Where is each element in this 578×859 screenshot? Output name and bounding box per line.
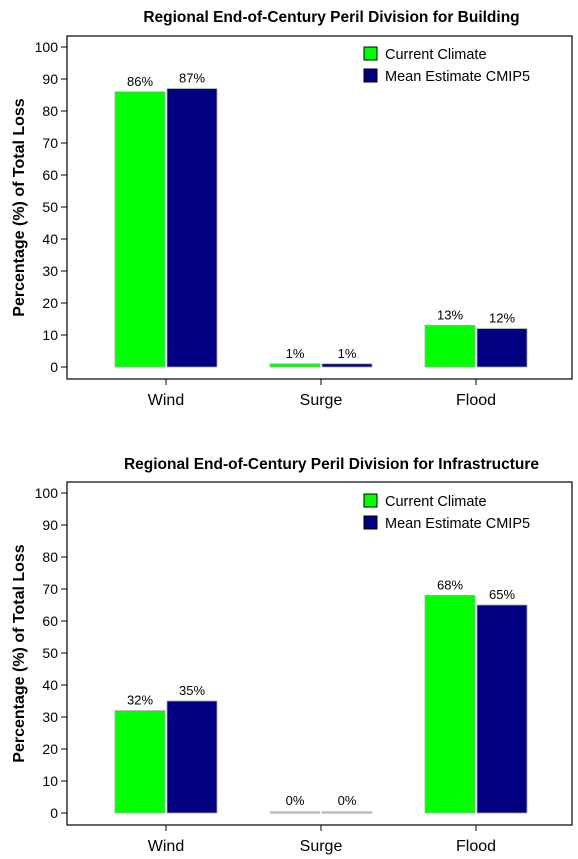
bar-wind-series-1 [114, 91, 166, 368]
bar-flood-series-2 [476, 604, 528, 814]
y-tick-label: 100 [35, 485, 59, 501]
bar-flood-series-2 [476, 328, 528, 368]
data-label: 65% [489, 587, 515, 602]
y-tick-label: 90 [42, 71, 58, 87]
bar-flood-series-1 [424, 595, 476, 814]
y-axis-label: Percentage (%) of Total Loss [11, 544, 28, 763]
data-label: 32% [127, 693, 153, 708]
y-axis-label: Percentage (%) of Total Loss [11, 98, 28, 317]
data-label: 12% [489, 311, 515, 326]
y-tick-label: 20 [42, 741, 58, 757]
bar-flood-series-1 [424, 324, 476, 368]
data-label: 0% [286, 793, 305, 808]
category-label-flood: Flood [456, 392, 496, 409]
data-label: 35% [179, 683, 205, 698]
bar-wind-series-2 [166, 88, 218, 368]
y-tick-label: 20 [42, 295, 58, 311]
data-label: 13% [437, 307, 463, 322]
y-tick-label: 80 [42, 103, 58, 119]
y-tick-label: 30 [42, 709, 58, 725]
y-tick-label: 70 [42, 581, 58, 597]
y-tick-label: 90 [42, 517, 58, 533]
category-label-surge: Surge [300, 838, 343, 855]
y-tick-label: 50 [42, 645, 58, 661]
data-label: 86% [127, 74, 153, 89]
legend-label-2: Mean Estimate CMIP5 [385, 516, 530, 532]
data-label: 1% [338, 346, 357, 361]
bar-wind-series-1 [114, 710, 166, 814]
legend-label-1: Current Climate [385, 47, 487, 63]
legend-swatch-1 [363, 493, 378, 508]
legend-label-2: Mean Estimate CMIP5 [385, 69, 530, 85]
y-tick-label: 50 [42, 199, 58, 215]
data-label: 0% [338, 793, 357, 808]
legend-swatch-2 [363, 68, 378, 83]
y-tick-label: 40 [42, 231, 58, 247]
y-tick-label: 80 [42, 549, 58, 565]
y-tick-label: 70 [42, 135, 58, 151]
y-tick-label: 0 [50, 359, 58, 375]
bar-surge-series-2 [321, 363, 373, 368]
category-label-surge: Surge [300, 392, 343, 409]
y-tick-label: 60 [42, 613, 58, 629]
chart-panel-1: Regional End-of-Century Peril Division f… [11, 9, 573, 409]
y-tick-label: 100 [35, 39, 59, 55]
legend-swatch-2 [363, 515, 378, 530]
bar-wind-series-2 [166, 700, 218, 814]
category-label-flood: Flood [456, 838, 496, 855]
chart-panel-2: Regional End-of-Century Peril Division f… [11, 456, 573, 855]
bar-surge-series-1 [269, 363, 321, 368]
y-tick-label: 10 [42, 773, 58, 789]
y-tick-label: 40 [42, 677, 58, 693]
legend-swatch-1 [363, 46, 378, 61]
legend-label-1: Current Climate [385, 494, 487, 510]
category-label-wind: Wind [148, 838, 184, 855]
y-tick-label: 60 [42, 167, 58, 183]
chart-title: Regional End-of-Century Peril Division f… [124, 456, 539, 473]
y-tick-label: 0 [50, 805, 58, 821]
data-label: 68% [437, 577, 463, 592]
category-label-wind: Wind [148, 392, 184, 409]
chart-title: Regional End-of-Century Peril Division f… [143, 9, 519, 26]
bar-surge-series-1 [269, 811, 321, 814]
bar-surge-series-2 [321, 811, 373, 814]
y-tick-label: 30 [42, 263, 58, 279]
data-label: 87% [179, 71, 205, 86]
y-tick-label: 10 [42, 327, 58, 343]
data-label: 1% [286, 346, 305, 361]
